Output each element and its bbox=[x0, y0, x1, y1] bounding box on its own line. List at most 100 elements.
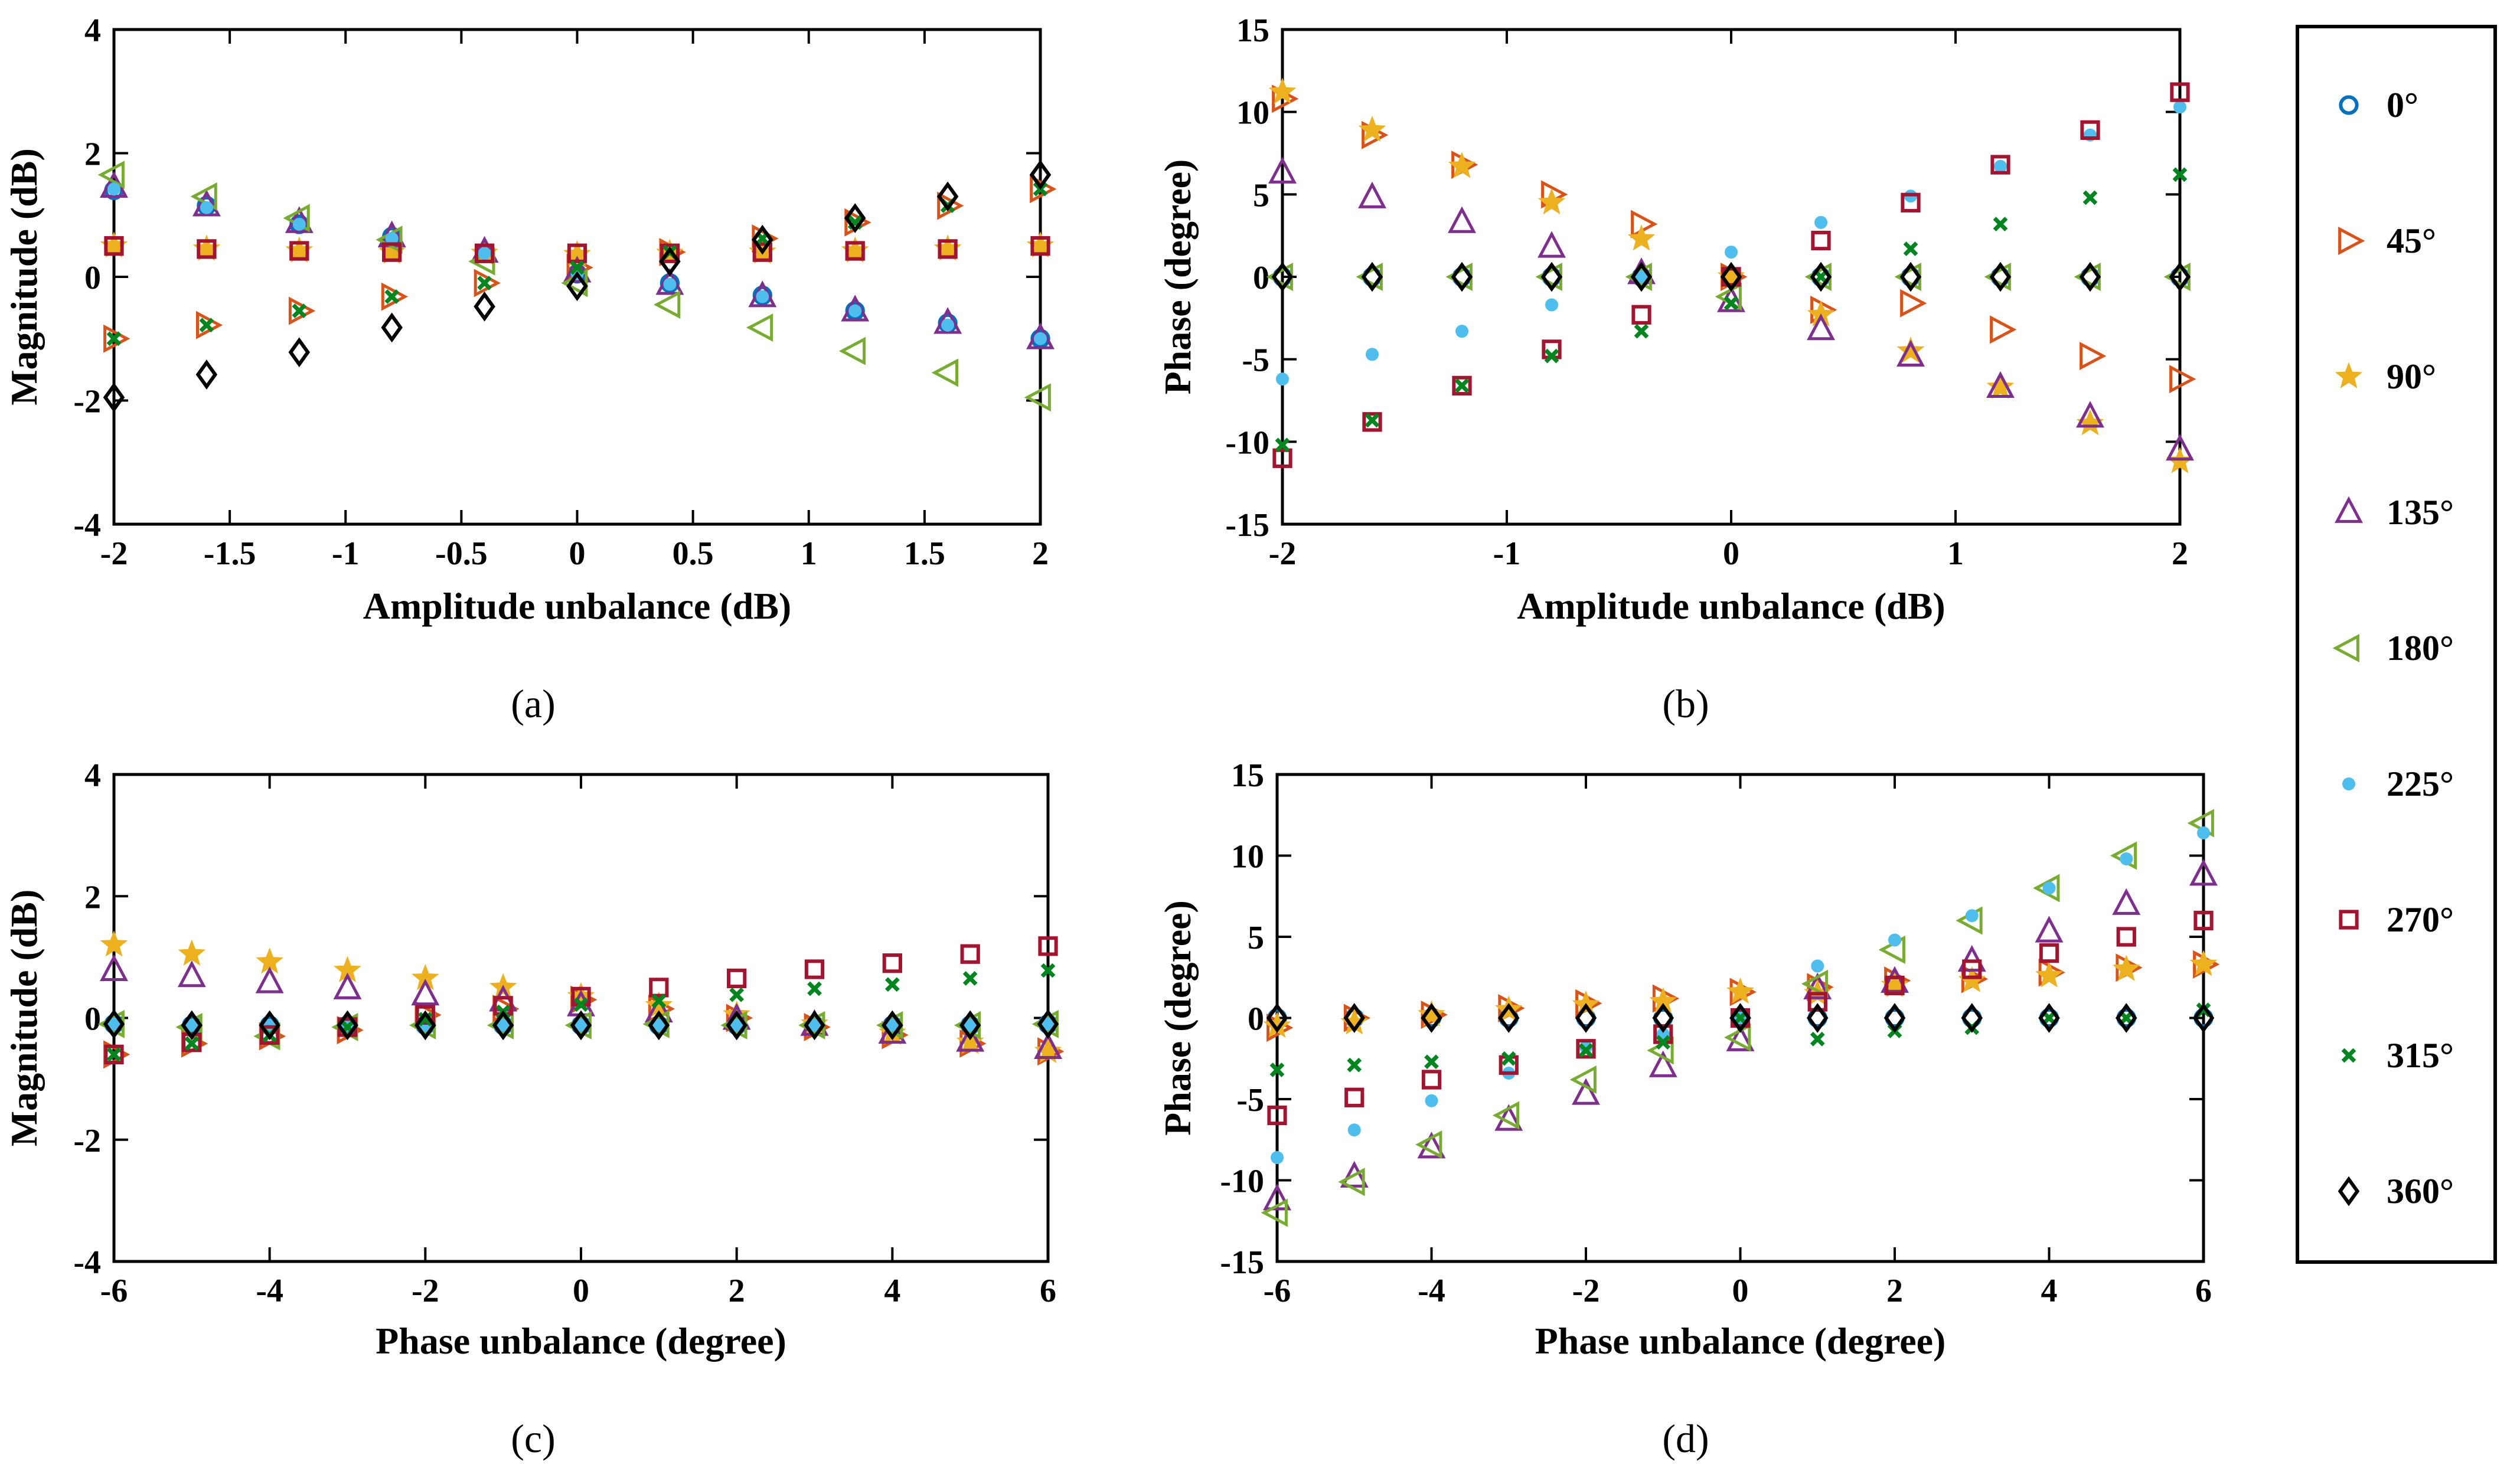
legend-label: 45° bbox=[2387, 221, 2436, 260]
data-point-315 bbox=[384, 289, 400, 304]
x-tick-label: 0 bbox=[573, 1273, 589, 1309]
y-axis-label: Phase (degree) bbox=[1157, 900, 1199, 1136]
data-point-45 bbox=[381, 282, 409, 311]
data-point-225 bbox=[2120, 852, 2133, 865]
data-point-315 bbox=[1810, 1031, 1825, 1047]
legend-marker-360 bbox=[2338, 1176, 2360, 1207]
data-point-135 bbox=[1268, 156, 1297, 184]
data-point-90 bbox=[1538, 188, 1566, 215]
data-point-135 bbox=[1358, 181, 1386, 208]
data-point-90 bbox=[1448, 152, 1476, 178]
y-tick-label: -5 bbox=[1242, 342, 1269, 379]
series-225 bbox=[1276, 100, 2186, 386]
y-tick-label: 0 bbox=[84, 260, 101, 296]
y-tick-label: -10 bbox=[1225, 424, 1269, 461]
data-point-315 bbox=[1269, 1063, 1285, 1077]
data-point-135 bbox=[1649, 1050, 1677, 1077]
legend-label: 180° bbox=[2387, 629, 2454, 668]
data-point-225 bbox=[730, 1018, 743, 1032]
data-point-225 bbox=[1811, 959, 1824, 973]
x-tick-label: 1 bbox=[1947, 535, 1964, 572]
data-point-360 bbox=[936, 181, 959, 212]
data-point-225 bbox=[964, 1018, 977, 1032]
data-point-360 bbox=[103, 1009, 125, 1040]
data-point-45 bbox=[103, 324, 130, 353]
data-point-315 bbox=[570, 260, 585, 275]
data-point-360 bbox=[181, 1010, 203, 1041]
data-point-270 bbox=[1901, 192, 1921, 213]
data-point-270 bbox=[1362, 412, 1382, 432]
data-point-270 bbox=[2193, 910, 2214, 931]
series-360 bbox=[1271, 262, 2191, 292]
data-point-225 bbox=[1725, 246, 1738, 259]
data-point-225 bbox=[886, 1018, 899, 1032]
data-point-270 bbox=[1962, 959, 1982, 979]
data-point-315 bbox=[199, 318, 214, 333]
data-point-45 bbox=[474, 269, 501, 298]
data-point-315 bbox=[1275, 437, 1290, 453]
legend-marker-315 bbox=[2341, 1048, 2356, 1063]
x-tick-label: -4 bbox=[1418, 1273, 1445, 1309]
data-point-315 bbox=[1040, 963, 1056, 978]
data-point-270 bbox=[1452, 375, 1472, 395]
data-point-225 bbox=[1888, 933, 1901, 947]
panel-caption: (c) bbox=[511, 1416, 555, 1461]
data-point-360 bbox=[1630, 262, 1653, 292]
data-point-135 bbox=[333, 972, 362, 999]
x-tick-label: 2 bbox=[1032, 535, 1049, 572]
data-point-270 bbox=[845, 241, 865, 261]
data-point-135 bbox=[2076, 401, 2104, 428]
data-point-315 bbox=[184, 1036, 200, 1051]
data-point-270 bbox=[104, 1044, 124, 1065]
y-tick-label: -5 bbox=[1236, 1082, 1264, 1119]
y-tick-label: 4 bbox=[84, 757, 101, 794]
data-point-135 bbox=[1448, 206, 1476, 233]
data-point-225 bbox=[2173, 100, 2186, 114]
data-point-360 bbox=[1421, 1003, 1442, 1033]
x-tick-label: 1 bbox=[801, 535, 817, 572]
data-point-270 bbox=[660, 243, 680, 263]
data-point-315 bbox=[729, 987, 745, 1002]
data-point-45 bbox=[2169, 365, 2196, 394]
y-axis-label: Magnitude (dB) bbox=[3, 890, 45, 1147]
data-point-180 bbox=[1338, 1168, 1365, 1197]
data-point-360 bbox=[1343, 1003, 1366, 1033]
data-point-90 bbox=[2076, 409, 2104, 436]
data-point-225 bbox=[1814, 215, 1827, 229]
data-point-45 bbox=[2080, 342, 2107, 371]
x-axis-label: Amplitude unbalance (dB) bbox=[1517, 585, 1945, 627]
data-point-315 bbox=[1424, 1054, 1439, 1070]
data-point-315 bbox=[1501, 1051, 1516, 1066]
legend-marker-0 bbox=[2339, 95, 2359, 115]
data-point-360 bbox=[1883, 1003, 1906, 1033]
data-point-360 bbox=[1989, 262, 2012, 292]
legend-label: 315° bbox=[2387, 1036, 2454, 1075]
legend-item-45: 45° bbox=[2338, 221, 2436, 260]
x-tick-label: 2 bbox=[2172, 535, 2188, 572]
data-point-225 bbox=[2197, 826, 2210, 839]
data-point-90 bbox=[2035, 961, 2063, 988]
x-tick-label: 6 bbox=[1040, 1273, 1056, 1309]
data-point-360 bbox=[1729, 1003, 1751, 1033]
data-point-315 bbox=[651, 993, 667, 1009]
data-point-360 bbox=[1037, 1009, 1059, 1040]
x-tick-label: -4 bbox=[256, 1273, 283, 1309]
data-point-270 bbox=[1631, 305, 1651, 325]
data-point-135 bbox=[2166, 433, 2194, 461]
legend-marker-180 bbox=[2332, 634, 2359, 662]
data-point-360 bbox=[259, 1010, 280, 1041]
y-tick-label: 10 bbox=[1231, 839, 1264, 875]
y-axis-label: Magnitude (dB) bbox=[3, 148, 45, 406]
legend-label: 270° bbox=[2387, 900, 2454, 939]
data-point-180 bbox=[1569, 1065, 1597, 1094]
data-point-360 bbox=[474, 291, 495, 322]
data-point-225 bbox=[756, 290, 769, 303]
data-point-270 bbox=[1344, 1087, 1365, 1107]
data-point-135 bbox=[1726, 1024, 1755, 1051]
data-point-225 bbox=[1965, 909, 1979, 923]
x-tick-label: 2 bbox=[729, 1273, 745, 1309]
data-point-180 bbox=[97, 161, 125, 189]
data-point-225 bbox=[1276, 372, 1289, 386]
data-point-270 bbox=[1807, 992, 1827, 1012]
data-point-315 bbox=[1544, 348, 1559, 364]
